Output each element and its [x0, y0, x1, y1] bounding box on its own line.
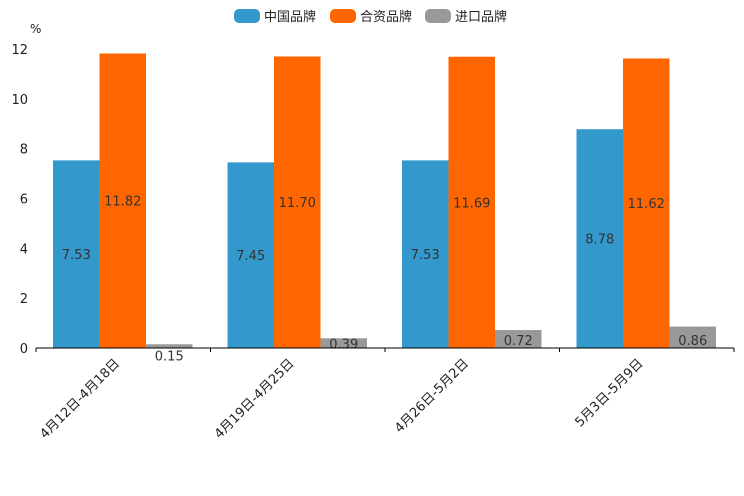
- data-label-3-3: 0.72: [504, 334, 533, 349]
- data-label-1-2: 7.45: [236, 249, 265, 264]
- y-axis: 0 2 4 6 8 10 12: [11, 43, 28, 357]
- legend-label-2: 合资品牌: [360, 9, 412, 25]
- y-axis-unit-label: %: [30, 22, 41, 36]
- y-tick-label: 12: [11, 43, 28, 58]
- legend-label-3: 进口品牌: [455, 9, 507, 25]
- data-label-2-4: 11.62: [628, 197, 665, 212]
- y-tick-label: 10: [11, 93, 28, 108]
- bar-2-4: [623, 58, 670, 349]
- x-tick-label: 4月19日-4月25日: [212, 356, 298, 442]
- bar-1-4: [576, 129, 623, 348]
- data-label-3-4: 0.86: [678, 334, 707, 349]
- bar-2-3: [448, 56, 495, 348]
- legend-label-1: 中国品牌: [264, 9, 316, 25]
- bar-3-3: [495, 330, 542, 348]
- data-label-2-2: 11.70: [279, 196, 316, 211]
- legend: 中国品牌 合资品牌 进口品牌: [234, 9, 507, 25]
- data-label-1-3: 7.53: [411, 248, 440, 263]
- data-label-2-1: 11.82: [104, 195, 141, 210]
- data-label-3-2: 0.39: [329, 337, 358, 352]
- bars: 7.53 11.82 0.15 7.45 11.70 0.39 7.53 11.69 0.72 8…: [53, 53, 716, 364]
- bar-2-1: [99, 53, 146, 349]
- legend-swatch-1: [234, 9, 260, 23]
- bar-2-2: [274, 56, 321, 348]
- bar-3-2: [320, 338, 367, 348]
- y-tick-label: 6: [20, 193, 28, 208]
- data-label-3-1: 0.15: [155, 349, 184, 364]
- y-tick-label: 8: [20, 143, 28, 158]
- y-tick-label: 2: [20, 292, 28, 307]
- legend-swatch-2: [330, 9, 356, 23]
- x-tick-label: 4月12日-4月18日: [37, 356, 123, 442]
- data-label-1-4: 8.78: [585, 233, 614, 248]
- bar-3-1: [146, 344, 193, 348]
- data-label-1-1: 7.53: [62, 248, 91, 263]
- y-tick-label: 0: [20, 342, 28, 357]
- data-label-2-3: 11.69: [453, 196, 490, 211]
- bar-1-3: [402, 160, 449, 348]
- bar-3-4: [669, 326, 716, 348]
- bar-1-2: [227, 162, 274, 348]
- bar-1-1: [53, 160, 100, 348]
- x-tick-label: 5月3日-5月9日: [572, 356, 646, 430]
- y-tick-label: 4: [20, 242, 28, 257]
- x-tick-label: 4月26日-5月2日: [392, 356, 472, 436]
- x-axis: 4月12日-4月18日 4月19日-4月25日 4月26日-5月2日 5月3日-5月9…: [35, 347, 735, 442]
- legend-swatch-3: [425, 9, 451, 23]
